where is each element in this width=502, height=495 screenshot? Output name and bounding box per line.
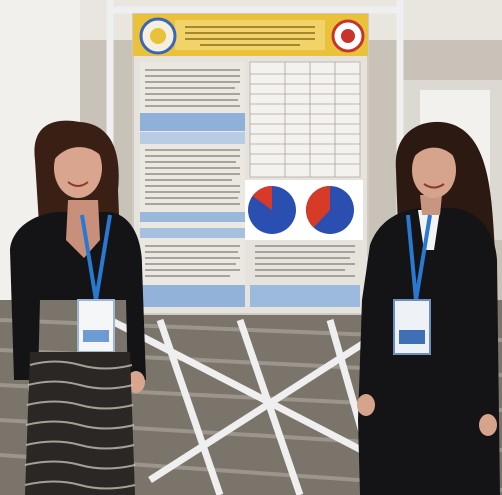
poster-right-text-lines	[255, 245, 355, 277]
right-person-badge-stripe	[399, 330, 425, 344]
poster-left-logo-icon	[139, 17, 177, 55]
left-person	[10, 120, 146, 495]
right-person-badge	[393, 299, 431, 355]
left-person-face	[54, 138, 102, 198]
left-person-skirt	[25, 352, 135, 495]
pie-1-red-slice	[252, 186, 272, 210]
right-person-neck	[420, 195, 442, 215]
left-person-badge-stripe	[83, 330, 109, 342]
right-person-hair-front	[410, 137, 460, 165]
poster-image-strips	[140, 113, 360, 307]
poster-right-logo-icon	[331, 19, 365, 53]
right-person-face	[412, 142, 456, 198]
left-person-hand-right	[127, 371, 145, 393]
right-person-smile	[423, 183, 445, 189]
poster-table	[249, 61, 361, 178]
poster-left-column	[140, 62, 245, 307]
pie-2-red-slice	[305, 186, 330, 228]
left-person-hair-front	[53, 135, 104, 160]
left-person-badge	[77, 299, 115, 353]
left-person-jacket	[10, 212, 146, 385]
poster-left-text-lines-2	[145, 245, 240, 277]
poster-left-text-lines	[145, 69, 240, 205]
right-person-hand-left	[357, 394, 375, 416]
poster-title-lines	[185, 26, 315, 46]
right-person-hand-right	[479, 414, 497, 436]
left-person-skirt-pattern	[24, 360, 136, 490]
left-person-smile	[67, 181, 89, 187]
poster-table-grid	[250, 62, 360, 177]
pie-chart-icon	[248, 186, 354, 234]
right-person	[357, 121, 500, 495]
